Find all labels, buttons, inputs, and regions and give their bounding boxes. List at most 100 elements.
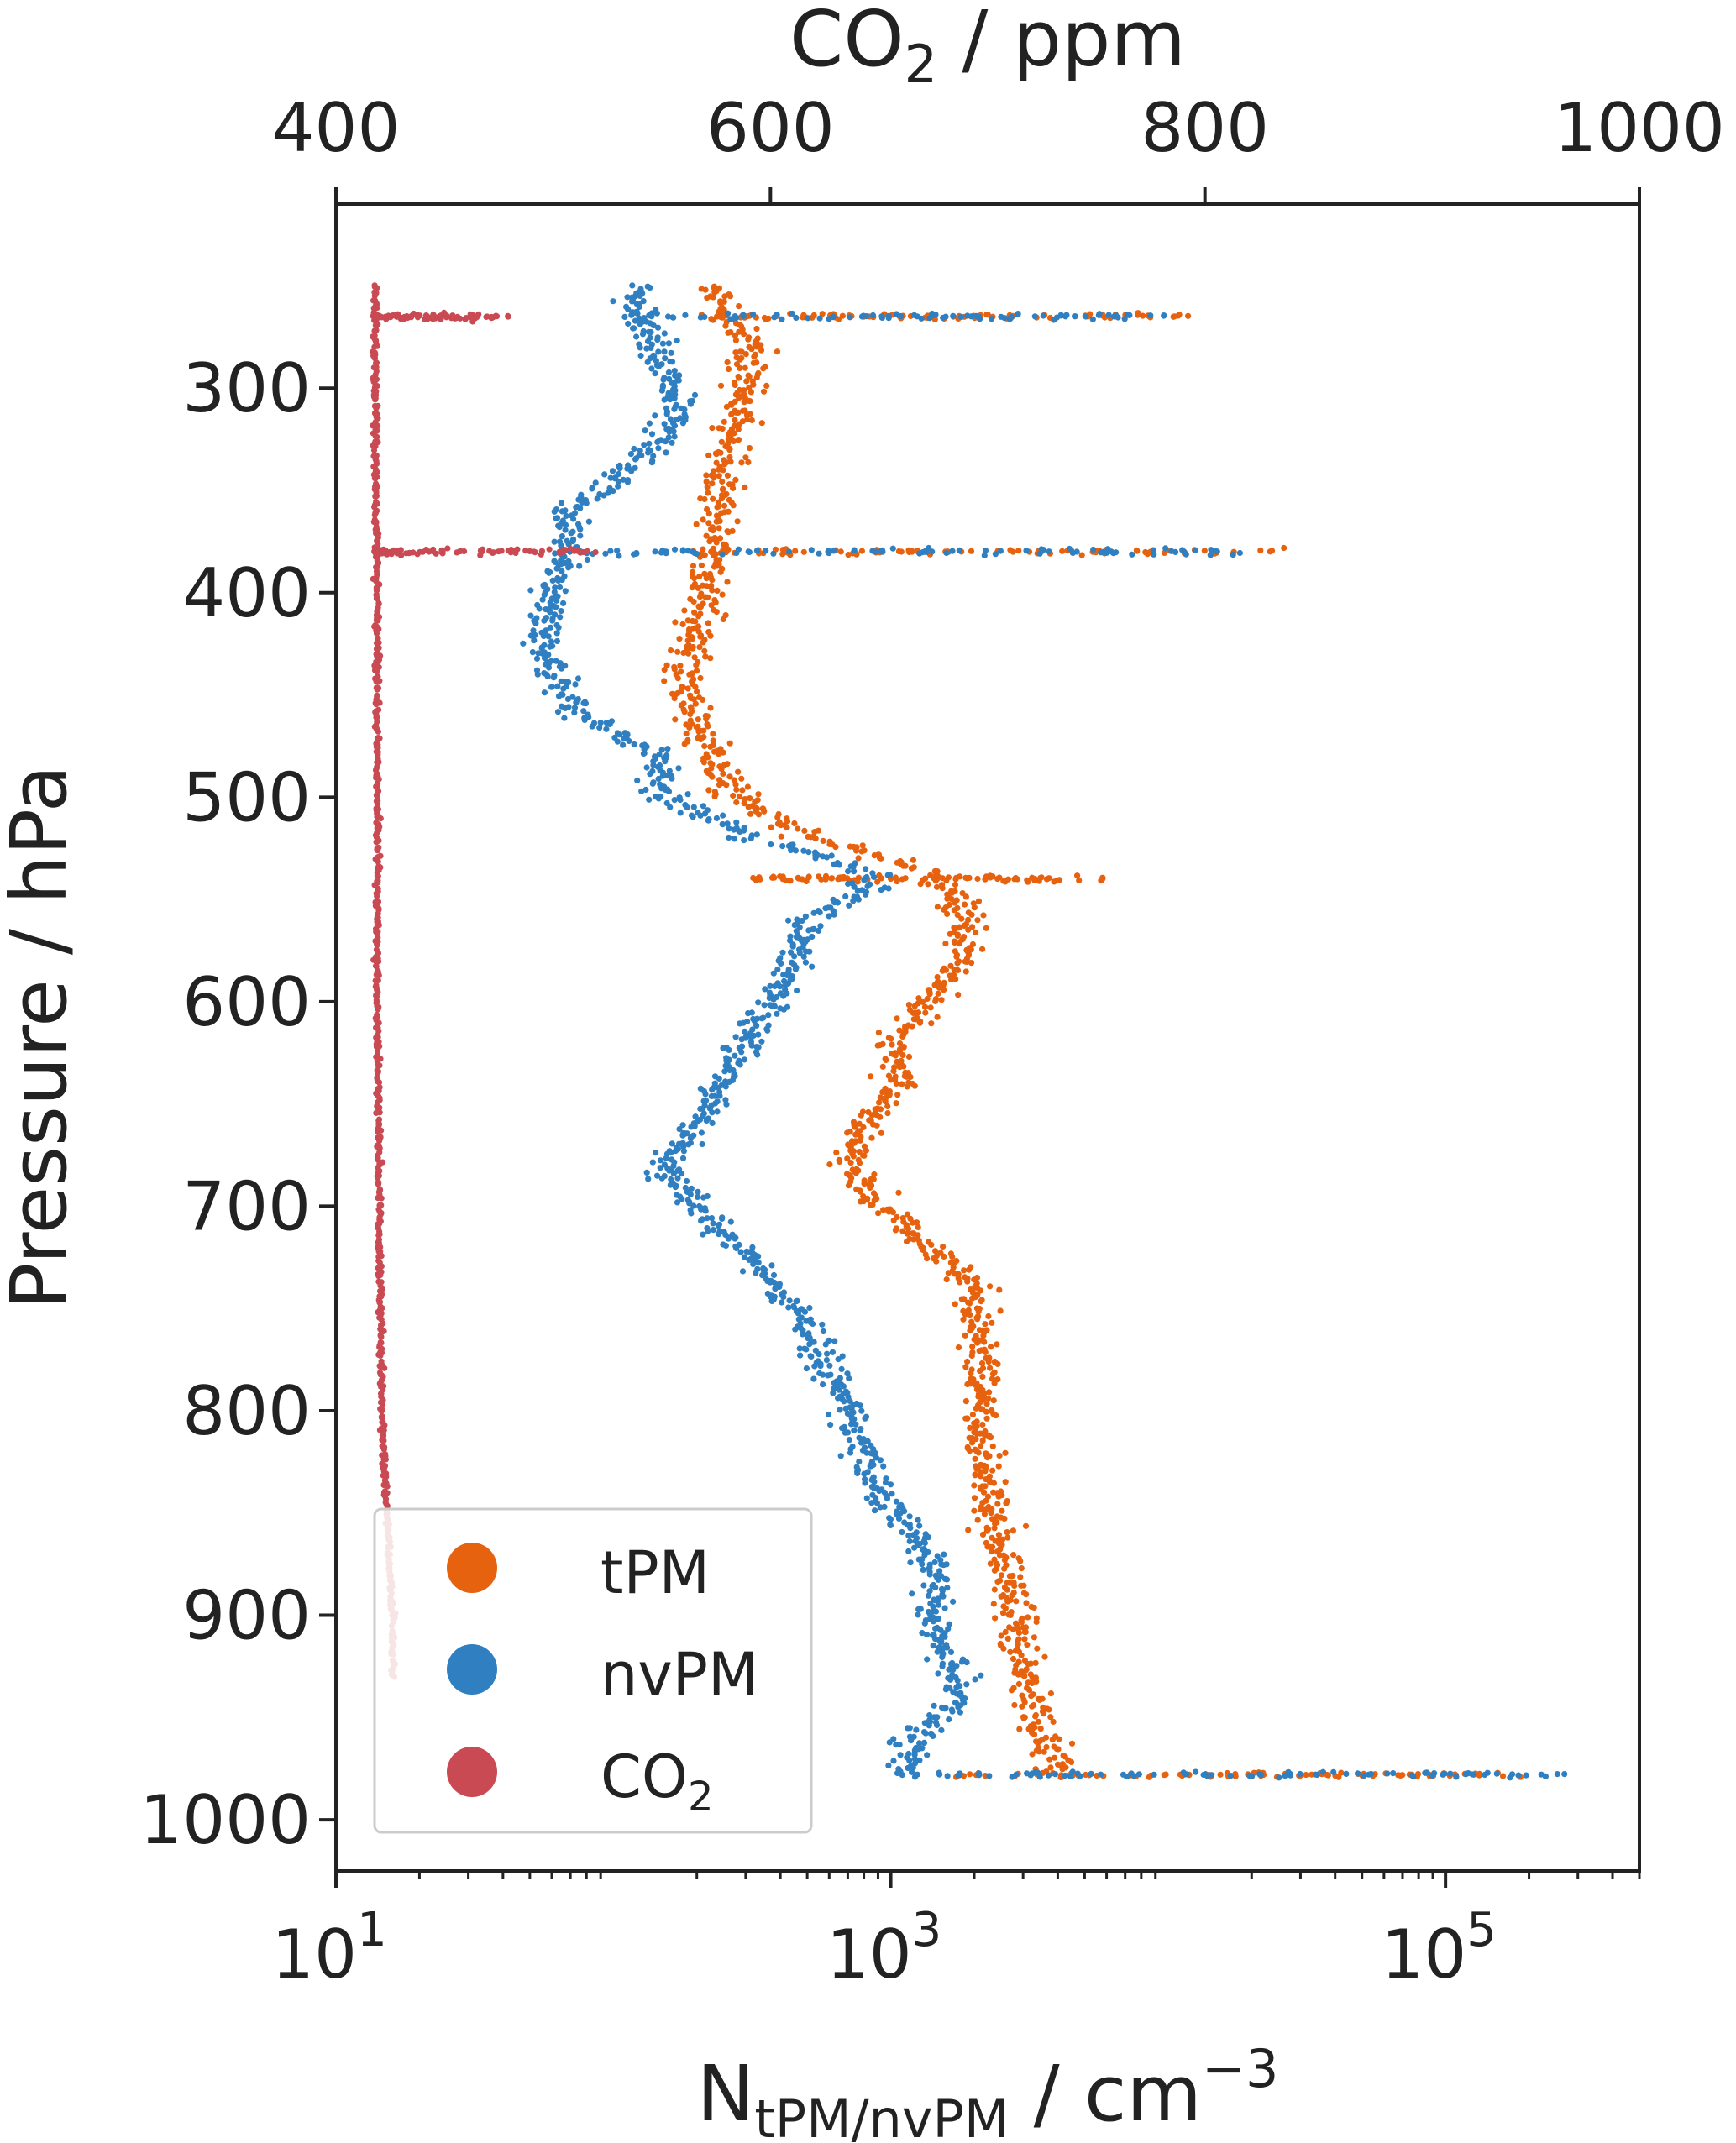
data-point bbox=[691, 575, 698, 582]
data-point bbox=[983, 1415, 990, 1422]
data-point bbox=[671, 422, 679, 429]
data-point bbox=[1010, 1527, 1016, 1534]
data-point bbox=[547, 568, 553, 575]
data-point bbox=[374, 893, 380, 899]
data-point bbox=[558, 691, 564, 698]
data-point bbox=[700, 803, 707, 810]
data-point bbox=[698, 1206, 705, 1213]
data-point bbox=[893, 1498, 899, 1505]
data-point bbox=[700, 516, 706, 523]
data-point bbox=[1509, 1771, 1516, 1778]
data-point bbox=[1015, 1671, 1022, 1678]
top-tick-label: 800 bbox=[1141, 89, 1269, 167]
data-point bbox=[727, 329, 734, 336]
data-point bbox=[697, 633, 704, 640]
data-point bbox=[895, 1189, 902, 1196]
data-point bbox=[976, 1393, 983, 1400]
data-point bbox=[894, 1015, 900, 1022]
data-point bbox=[1037, 1726, 1044, 1732]
data-point bbox=[904, 1230, 910, 1237]
data-point bbox=[610, 298, 616, 305]
data-point bbox=[875, 1030, 882, 1036]
data-point bbox=[974, 917, 981, 924]
data-point bbox=[1011, 1582, 1018, 1590]
data-point bbox=[631, 741, 637, 748]
data-point bbox=[837, 548, 844, 555]
data-point bbox=[978, 1672, 984, 1679]
data-point bbox=[648, 431, 656, 438]
data-point bbox=[596, 724, 603, 731]
data-point bbox=[679, 1155, 687, 1161]
series-nvpm-points bbox=[520, 282, 1568, 1781]
data-point bbox=[648, 313, 655, 320]
data-point bbox=[984, 1526, 992, 1533]
data-point bbox=[527, 587, 534, 594]
data-point bbox=[724, 579, 731, 585]
data-point bbox=[954, 912, 961, 919]
data-point bbox=[836, 862, 842, 868]
data-point bbox=[616, 553, 622, 559]
data-point bbox=[649, 1159, 656, 1166]
data-point bbox=[664, 746, 671, 752]
data-point bbox=[558, 608, 564, 615]
data-point bbox=[985, 1313, 992, 1320]
data-point bbox=[556, 584, 564, 591]
data-point bbox=[1431, 1770, 1438, 1777]
data-point bbox=[666, 768, 673, 774]
data-point bbox=[895, 1515, 903, 1522]
data-point bbox=[644, 359, 651, 365]
data-point bbox=[979, 1406, 986, 1412]
data-point bbox=[779, 873, 786, 880]
data-point bbox=[837, 1407, 843, 1413]
data-point bbox=[884, 1103, 891, 1109]
legend-label-co2: CO2 bbox=[601, 1742, 714, 1821]
data-point bbox=[375, 321, 381, 327]
data-point bbox=[916, 1522, 923, 1529]
data-point bbox=[973, 1292, 980, 1299]
data-point bbox=[811, 829, 818, 836]
data-point bbox=[665, 789, 673, 795]
data-point bbox=[702, 286, 709, 293]
data-point bbox=[745, 1010, 752, 1017]
data-point bbox=[844, 1155, 851, 1162]
data-point bbox=[839, 1425, 846, 1432]
data-point bbox=[779, 547, 787, 553]
data-point bbox=[904, 1083, 910, 1090]
legend-marker-nvpm bbox=[447, 1644, 497, 1695]
data-point bbox=[1029, 1703, 1036, 1710]
data-point bbox=[483, 313, 490, 320]
data-point bbox=[1004, 1529, 1010, 1536]
data-point bbox=[973, 1386, 980, 1393]
data-point bbox=[754, 797, 761, 804]
data-point bbox=[854, 878, 861, 885]
data-point bbox=[958, 1658, 966, 1665]
data-point bbox=[1135, 1771, 1142, 1778]
data-point bbox=[690, 676, 697, 683]
data-point bbox=[1410, 1773, 1417, 1779]
data-point bbox=[893, 1100, 899, 1107]
data-point bbox=[652, 794, 659, 800]
data-point bbox=[961, 1267, 968, 1274]
data-point bbox=[855, 896, 862, 903]
data-point bbox=[979, 1421, 986, 1428]
data-point bbox=[826, 1161, 833, 1168]
data-point bbox=[817, 923, 824, 930]
data-point bbox=[666, 428, 673, 435]
data-point bbox=[921, 1539, 928, 1547]
data-point bbox=[924, 1255, 931, 1262]
data-point bbox=[837, 1453, 844, 1459]
data-point bbox=[601, 471, 608, 478]
data-point bbox=[952, 1271, 958, 1277]
data-point bbox=[1032, 1713, 1039, 1720]
data-point bbox=[741, 837, 747, 844]
data-point bbox=[934, 974, 941, 981]
data-point bbox=[823, 1357, 831, 1364]
data-point bbox=[957, 1709, 963, 1716]
data-point bbox=[693, 668, 700, 674]
data-point bbox=[796, 950, 803, 956]
data-point bbox=[836, 1386, 842, 1393]
data-point bbox=[1072, 313, 1078, 320]
data-point bbox=[406, 549, 413, 557]
series-co2-points bbox=[370, 282, 599, 1680]
data-point bbox=[707, 705, 714, 711]
